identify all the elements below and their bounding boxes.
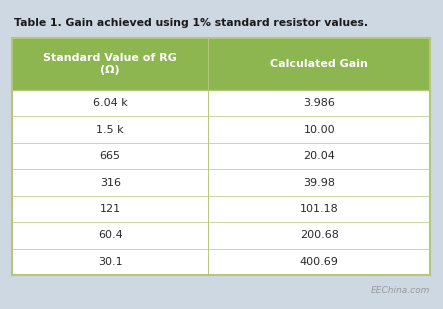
Text: 3.986: 3.986: [303, 98, 335, 108]
Bar: [12, 143, 430, 169]
Bar: [12, 38, 430, 90]
Bar: [12, 116, 430, 143]
Bar: [12, 196, 430, 222]
Text: 20.04: 20.04: [303, 151, 335, 161]
Text: 200.68: 200.68: [300, 230, 338, 240]
Text: 1.5 k: 1.5 k: [97, 125, 124, 135]
Text: 101.18: 101.18: [300, 204, 338, 214]
Text: EEChina.com: EEChina.com: [371, 286, 430, 295]
Text: 400.69: 400.69: [300, 257, 338, 267]
Text: 10.00: 10.00: [303, 125, 335, 135]
Text: Standard Value of RG
(Ω): Standard Value of RG (Ω): [43, 53, 177, 75]
Text: 39.98: 39.98: [303, 177, 335, 188]
Bar: [12, 248, 430, 275]
Text: 665: 665: [100, 151, 121, 161]
Text: 30.1: 30.1: [98, 257, 123, 267]
Text: Table 1. Gain achieved using 1% standard resistor values.: Table 1. Gain achieved using 1% standard…: [14, 18, 368, 28]
Text: Calculated Gain: Calculated Gain: [270, 59, 368, 69]
Bar: [12, 90, 430, 116]
Text: 316: 316: [100, 177, 121, 188]
Text: 60.4: 60.4: [98, 230, 123, 240]
Bar: [12, 222, 430, 248]
Bar: [12, 169, 430, 196]
Text: 6.04 k: 6.04 k: [93, 98, 128, 108]
Text: 121: 121: [100, 204, 121, 214]
